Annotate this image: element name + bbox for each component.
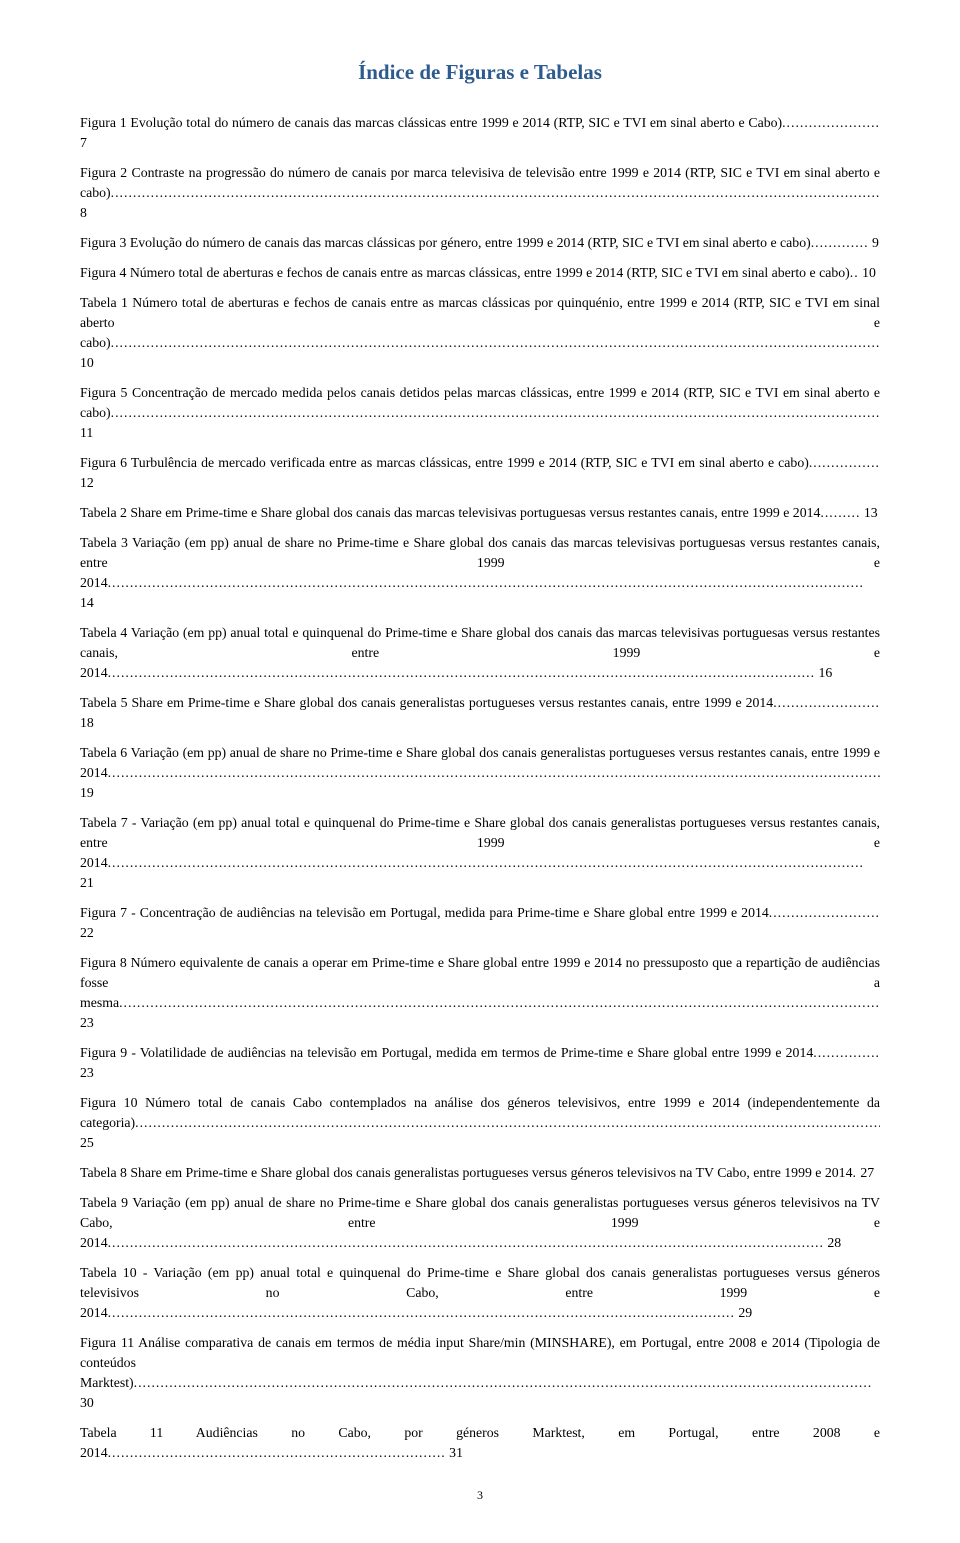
document-page: Índice de Figuras e Tabelas Figura 1 Evo… <box>0 0 960 1543</box>
toc-dot-leader: ........................................… <box>108 575 864 590</box>
toc-entry-text: Tabela 8 Share em Prime-time e Share glo… <box>80 1165 852 1180</box>
toc-entry-page: 27 <box>857 1165 874 1180</box>
toc-dot-leader: ........................................… <box>134 1375 873 1390</box>
toc-entry-page: 31 <box>446 1445 463 1460</box>
toc-entry-page: 18 <box>80 715 94 730</box>
toc-dot-leader: ...................... <box>782 115 880 130</box>
toc-entry-page: 10 <box>859 265 876 280</box>
toc-entry: Tabela 7 - Variação (em pp) anual total … <box>80 813 880 893</box>
toc-entry: Figura 3 Evolução do número de canais da… <box>80 233 880 253</box>
toc-entry: Tabela 6 Variação (em pp) anual de share… <box>80 743 880 803</box>
toc-entry: Tabela 8 Share em Prime-time e Share glo… <box>80 1163 880 1183</box>
toc-entry-page: 8 <box>80 205 87 220</box>
toc-entry-page: 11 <box>80 425 93 440</box>
toc-entry: Figura 8 Número equivalente de canais a … <box>80 953 880 1033</box>
toc-dot-leader: ........................................… <box>135 1115 880 1130</box>
toc-entry-page: 7 <box>80 135 87 150</box>
toc-entry: Figura 1 Evolução total do número de can… <box>80 113 880 153</box>
toc-dot-leader: ........................................… <box>108 1305 735 1320</box>
toc-entry: Figura 9 - Volatilidade de audiências na… <box>80 1043 880 1083</box>
toc-entry-page: 16 <box>815 665 832 680</box>
toc-entry: Figura 7 - Concentração de audiências na… <box>80 903 880 943</box>
toc-entry-page: 21 <box>80 875 94 890</box>
toc-entry-text: Figura 6 Turbulência de mercado verifica… <box>80 455 809 470</box>
toc-entry: Tabela 2 Share em Prime-time e Share glo… <box>80 503 880 523</box>
toc-entry: Tabela 11 Audiências no Cabo, por género… <box>80 1423 880 1463</box>
toc-entry: Tabela 3 Variação (em pp) anual de share… <box>80 533 880 613</box>
toc-dot-leader: ......... <box>820 505 860 520</box>
toc-entry-page: 29 <box>735 1305 752 1320</box>
toc-entry: Tabela 1 Número total de aberturas e fec… <box>80 293 880 373</box>
toc-entry-page: 9 <box>869 235 879 250</box>
toc-dot-leader: .. <box>850 265 859 280</box>
toc-entry-text: Tabela 5 Share em Prime-time e Share glo… <box>80 695 773 710</box>
toc-entry-page: 23 <box>80 1065 94 1080</box>
toc-dot-leader: ........................................… <box>119 995 880 1010</box>
toc-entry-page: 14 <box>80 595 94 610</box>
toc-dot-leader: ........................................… <box>108 765 880 780</box>
toc-list: Figura 1 Evolução total do número de can… <box>80 113 880 1463</box>
toc-entry: Tabela 5 Share em Prime-time e Share glo… <box>80 693 880 733</box>
toc-entry-text: Figura 3 Evolução do número de canais da… <box>80 235 811 250</box>
toc-entry: Figura 4 Número total de aberturas e fec… <box>80 263 880 283</box>
page-title: Índice de Figuras e Tabelas <box>80 60 880 85</box>
toc-entry-page: 13 <box>860 505 877 520</box>
toc-entry: Figura 11 Análise comparativa de canais … <box>80 1333 880 1413</box>
toc-entry-text: Tabela 2 Share em Prime-time e Share glo… <box>80 505 820 520</box>
toc-entry: Figura 2 Contraste na progressão do núme… <box>80 163 880 223</box>
toc-entry-text: Figura 9 - Volatilidade de audiências na… <box>80 1045 813 1060</box>
toc-entry: Figura 5 Concentração de mercado medida … <box>80 383 880 443</box>
toc-entry: Tabela 9 Variação (em pp) anual de share… <box>80 1193 880 1253</box>
toc-dot-leader: ........................................… <box>108 855 864 870</box>
toc-entry-page: 19 <box>80 785 94 800</box>
toc-entry-page: 28 <box>824 1235 841 1250</box>
toc-dot-leader: ........................................… <box>111 335 880 350</box>
toc-dot-leader: ........................................… <box>108 665 815 680</box>
toc-dot-leader: ............... <box>813 1045 880 1060</box>
toc-entry-page: 22 <box>80 925 94 940</box>
toc-dot-leader: ........................................… <box>108 1235 824 1250</box>
toc-entry-page: 23 <box>80 1015 94 1030</box>
toc-entry-text: Figura 7 - Concentração de audiências na… <box>80 905 769 920</box>
toc-dot-leader: ........................................… <box>111 405 880 420</box>
toc-entry-page: 12 <box>80 475 94 490</box>
page-number: 3 <box>80 1488 880 1503</box>
toc-dot-leader: ........................................… <box>108 1445 446 1460</box>
toc-dot-leader: ......................... <box>769 905 880 920</box>
toc-dot-leader: ............. <box>811 235 869 250</box>
toc-entry-page: 30 <box>80 1395 94 1410</box>
toc-entry: Tabela 10 - Variação (em pp) anual total… <box>80 1263 880 1323</box>
toc-dot-leader: ................ <box>809 455 880 470</box>
toc-entry: Tabela 4 Variação (em pp) anual total e … <box>80 623 880 683</box>
toc-dot-leader: ........................ <box>773 695 880 710</box>
toc-entry: Figura 6 Turbulência de mercado verifica… <box>80 453 880 493</box>
toc-entry-page: 25 <box>80 1135 94 1150</box>
toc-entry-page: 10 <box>80 355 94 370</box>
toc-entry-text: Figura 4 Número total de aberturas e fec… <box>80 265 850 280</box>
toc-entry-text: Figura 1 Evolução total do número de can… <box>80 115 782 130</box>
toc-dot-leader: ........................................… <box>111 185 880 200</box>
toc-entry: Figura 10 Número total de canais Cabo co… <box>80 1093 880 1153</box>
